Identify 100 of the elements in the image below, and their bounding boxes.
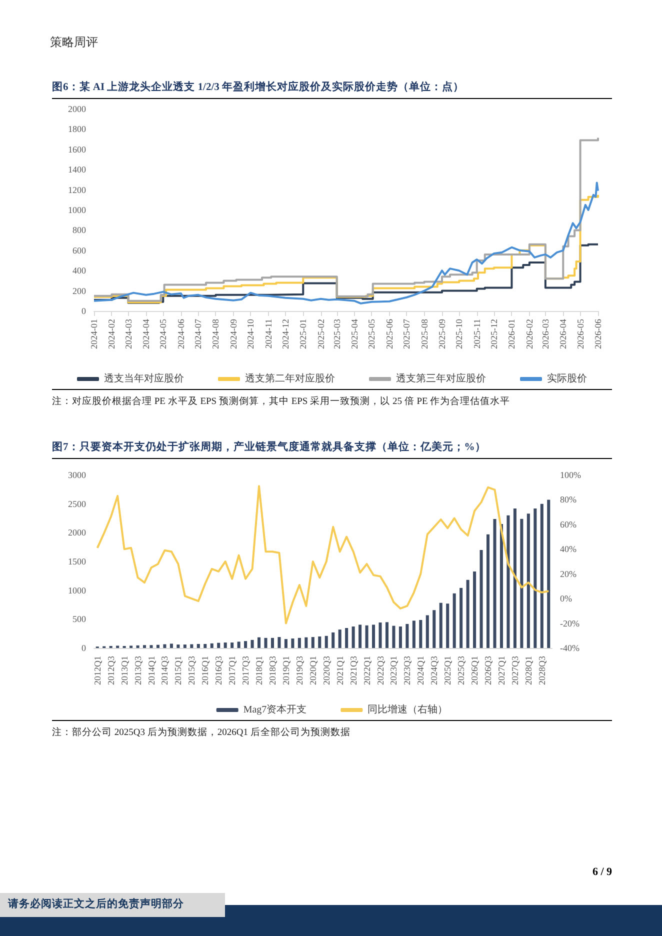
bar bbox=[143, 645, 146, 648]
x-tick-label: 2025-11 bbox=[472, 319, 482, 349]
y-tick-label: 200 bbox=[72, 286, 86, 296]
x-tick-label: 2024-03 bbox=[123, 318, 134, 349]
bar bbox=[183, 644, 186, 648]
x-tick-label: 2028Q3 bbox=[536, 656, 547, 685]
x-tick-label: 2019Q1 bbox=[280, 656, 291, 685]
y2-tick-label: -20% bbox=[560, 618, 580, 628]
x-tick-label: 2022Q1 bbox=[362, 656, 372, 685]
x-tick-label: 2020Q3 bbox=[321, 656, 332, 685]
chart-title: 图7：只要资本开支仍处于扩张周期，产业链景气度通常就具备支撑（单位：亿美元；%） bbox=[52, 440, 612, 459]
bar bbox=[278, 637, 281, 648]
x-tick-label: 2025-03 bbox=[332, 318, 342, 349]
bar bbox=[345, 628, 348, 648]
x-tick-label: 2024-12 bbox=[280, 319, 290, 349]
bar bbox=[486, 534, 490, 648]
x-tick-label: 2026-02 bbox=[524, 319, 534, 349]
bar bbox=[332, 632, 335, 648]
bar bbox=[526, 514, 530, 648]
bar bbox=[493, 519, 496, 648]
bar bbox=[392, 626, 396, 648]
x-tick-label: 2024-11 bbox=[263, 319, 274, 349]
y-tick-label: 800 bbox=[72, 225, 86, 236]
bar bbox=[230, 642, 234, 648]
y-tick-label: 1000 bbox=[68, 585, 86, 596]
y-tick-label: 3000 bbox=[68, 470, 86, 480]
bar bbox=[258, 637, 261, 648]
bar bbox=[318, 636, 322, 648]
x-tick-label: 2021Q1 bbox=[334, 656, 345, 685]
legend-label: 同比增速（右轴） bbox=[368, 704, 448, 716]
x-tick-label: 2014Q1 bbox=[146, 656, 156, 685]
bar bbox=[264, 638, 268, 648]
x-tick-label: 2025-12 bbox=[489, 319, 499, 349]
x-tick-label: 2024-10 bbox=[246, 318, 256, 349]
bar bbox=[419, 620, 422, 648]
bar bbox=[270, 638, 274, 648]
x-tick-label: 2026Q1 bbox=[470, 656, 480, 685]
bar bbox=[365, 625, 368, 648]
y-tick-label: 1600 bbox=[68, 144, 86, 154]
x-tick-label: 2026-06 bbox=[593, 318, 603, 349]
y2-tick-label: 60% bbox=[560, 519, 577, 530]
y2-tick-label: -40% bbox=[560, 643, 580, 653]
line-series bbox=[96, 485, 550, 624]
text: 注：对应股价根据合理 PE 水平及 EPS 预测倒算，其中 EPS 采用一致预测，以 25 倍 PE 作为合理估值水平 bbox=[52, 395, 512, 409]
bar bbox=[513, 508, 516, 648]
bar bbox=[237, 642, 240, 648]
bar bbox=[190, 644, 194, 648]
bar bbox=[136, 645, 140, 648]
x-tick-label: 2017Q3 bbox=[240, 656, 251, 685]
bar bbox=[452, 593, 456, 648]
y2-tick-label: 100% bbox=[560, 470, 582, 480]
bar bbox=[163, 644, 166, 648]
y-tick-label: 2000 bbox=[68, 104, 86, 114]
x-tick-label: 2018Q3 bbox=[267, 656, 278, 685]
legend-label: 透支第二年对应股价 bbox=[245, 372, 335, 384]
x-tick-label: 2025-04 bbox=[350, 318, 360, 349]
bar bbox=[284, 639, 288, 648]
y-tick-label: 2500 bbox=[68, 498, 86, 509]
legend-label: 实际股价 bbox=[547, 372, 587, 384]
x-tick-label: 2024-08 bbox=[210, 318, 221, 349]
y-tick-label: 1400 bbox=[68, 164, 86, 175]
x-tick-label: 2022Q3 bbox=[375, 656, 386, 685]
bar bbox=[398, 626, 402, 648]
bar bbox=[217, 642, 220, 648]
x-tick-label: 2028Q1 bbox=[523, 656, 534, 685]
bar bbox=[378, 622, 382, 648]
bar bbox=[372, 624, 376, 648]
bar bbox=[311, 637, 314, 648]
y-tick-label: 400 bbox=[72, 266, 86, 276]
x-tick-label: 2015Q3 bbox=[186, 656, 197, 685]
bar bbox=[352, 626, 355, 648]
y2-tick-label: 20% bbox=[560, 568, 577, 579]
x-tick-label: 2020Q1 bbox=[308, 656, 318, 685]
x-tick-label: 2024-06 bbox=[176, 318, 186, 349]
x-tick-label: 2015Q1 bbox=[173, 656, 184, 685]
bar bbox=[170, 644, 173, 648]
bar bbox=[250, 640, 254, 648]
x-tick-label: 2025-05 bbox=[366, 318, 377, 349]
x-tick-label: 2026-04 bbox=[558, 318, 568, 349]
x-tick-label: 2027Q3 bbox=[510, 656, 520, 685]
x-tick-label: 2024-01 bbox=[89, 319, 99, 349]
y-tick-label: 1800 bbox=[68, 124, 86, 134]
bar bbox=[473, 572, 476, 648]
x-tick-label: 2019Q3 bbox=[294, 656, 304, 685]
x-tick-label: 2014Q3 bbox=[160, 656, 170, 685]
x-tick-label: 2025-02 bbox=[316, 319, 326, 349]
bar bbox=[204, 644, 207, 648]
text: 请务必阅读正文之后的免责声明部分 bbox=[0, 893, 225, 917]
bar bbox=[500, 524, 503, 648]
bar bbox=[412, 620, 416, 648]
x-tick-label: 2025-01 bbox=[298, 319, 308, 349]
x-tick-label: 2025-07 bbox=[402, 318, 412, 349]
bar bbox=[338, 630, 342, 648]
x-tick-label: 2016Q1 bbox=[200, 656, 210, 685]
x-tick-label: 2024-09 bbox=[228, 318, 238, 349]
y-tick-label: 1500 bbox=[68, 556, 86, 566]
x-tick-label: 2026Q3 bbox=[483, 656, 494, 685]
y-tick-label: 1000 bbox=[68, 205, 86, 215]
bar bbox=[224, 642, 227, 648]
bar bbox=[156, 644, 160, 648]
